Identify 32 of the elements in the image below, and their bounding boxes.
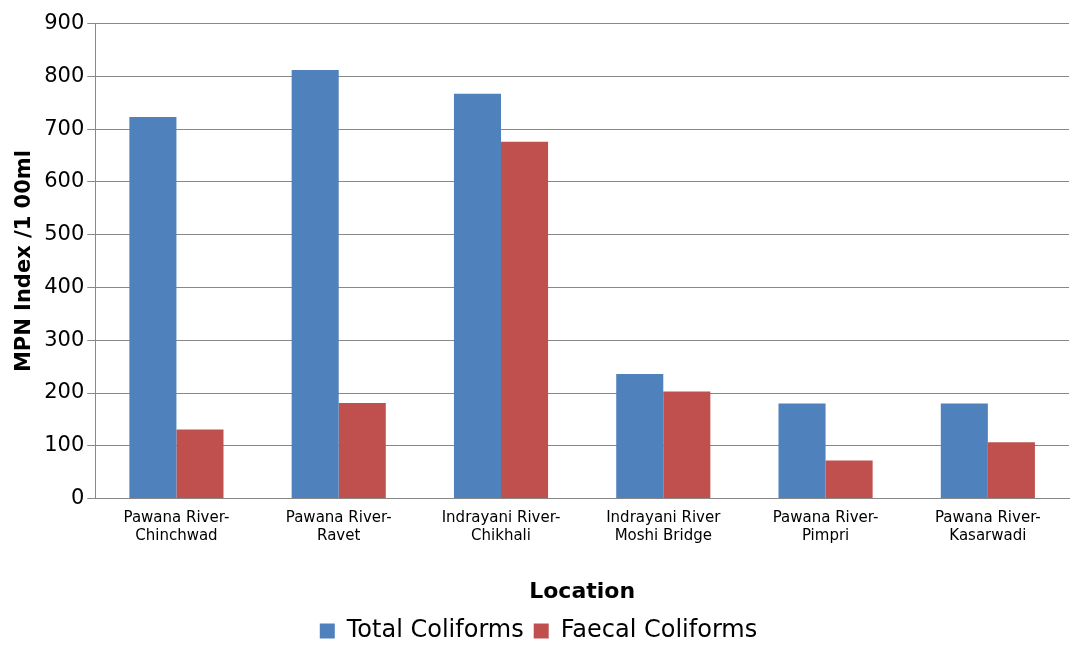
bar	[291, 70, 339, 499]
y-tick-label: 700	[44, 115, 85, 140]
y-axis-title: MPN Index /1 00ml	[11, 150, 36, 373]
y-tick-label: 900	[44, 10, 85, 35]
x-tick-label: Pawana River-Kasarwadi	[934, 508, 1041, 545]
y-tick-label: 400	[44, 273, 85, 298]
bar	[616, 374, 664, 499]
x-tick-label: Indrayani River Moshi Bridge	[606, 508, 722, 545]
x-tick-label: Pawana River-Chinchwad	[123, 508, 230, 545]
bar	[825, 460, 873, 499]
y-tick-label: 300	[44, 326, 85, 351]
legend-label: Faecal Coliforms	[560, 615, 758, 644]
bar	[501, 141, 549, 499]
x-tick-label: Pawana River-Pimpri	[772, 508, 879, 545]
bar	[453, 93, 501, 499]
bar	[778, 403, 826, 499]
bar	[129, 117, 177, 499]
y-tick-label: 100	[44, 432, 85, 457]
bar	[176, 429, 224, 499]
y-tick-label: 500	[44, 221, 85, 246]
bar	[940, 403, 988, 499]
y-tick-label: 200	[44, 379, 85, 404]
x-tick-label: Pawana River-Ravet	[285, 508, 392, 545]
y-tick-label: 600	[44, 168, 85, 193]
bar	[338, 403, 386, 499]
x-tick-label: Indrayani River-Chikhali	[441, 508, 561, 545]
bar	[987, 442, 1035, 499]
y-tick-label: 800	[44, 62, 85, 87]
x-axis-title: Location	[529, 577, 636, 603]
y-tick-label: 0	[70, 485, 85, 510]
bar	[663, 391, 711, 499]
legend-label: Total Coliforms	[345, 615, 524, 644]
